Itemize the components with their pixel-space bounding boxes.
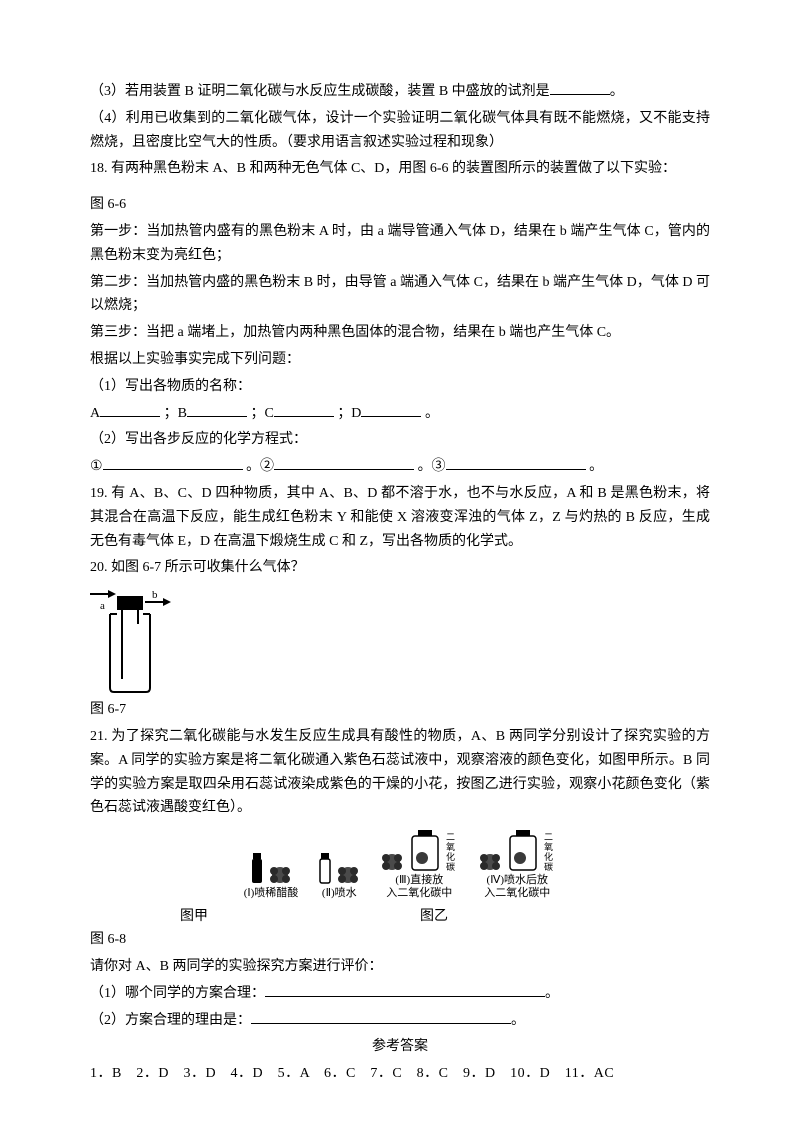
step-end: 根据以上实验事实完成下列问题： — [90, 348, 710, 372]
svg-text:碳: 碳 — [544, 861, 553, 872]
bottle-icon: a b — [90, 584, 180, 694]
jar-icon — [506, 830, 540, 872]
q3-text: （3）若用装置 B 证明二氧化碳与水反应生成碳酸，装置 B 中盛放的试剂是 — [90, 84, 550, 99]
q3-end: 。 — [610, 84, 624, 99]
cap4: (Ⅳ)喷水后放 入二氧化碳中 — [484, 874, 550, 900]
cap-b: 图乙 — [420, 905, 448, 929]
q18-1: （1）写出各物质的名称： — [90, 375, 710, 399]
q21: 21. 为了探究二氧化碳能与水发生反应生成具有酸性的物质，A、B 两同学分别设计… — [90, 725, 710, 820]
cap3: (Ⅲ)直接放 入二氧化碳中 — [386, 874, 452, 900]
side-label: 二氧化碳 — [446, 830, 458, 872]
q18-2-blanks: ① 。② 。③ 。 — [90, 455, 710, 479]
svg-text:化: 化 — [544, 851, 553, 862]
eval-2-line: （2）方案合理的理由是： 。 — [90, 1009, 710, 1033]
flower-icon — [336, 865, 360, 885]
q4-text: （4）利用已收集到的二氧化碳气体，设计一个实验证明二氧化碳气体具有既不能燃烧，又… — [90, 107, 710, 155]
svg-text:氧: 氧 — [446, 841, 455, 852]
blank-eq3 — [446, 455, 586, 470]
label-b: ；B — [164, 406, 187, 421]
flower-icon — [268, 865, 292, 885]
spray-icon — [318, 851, 332, 885]
q20: 20. 如图 6-7 所示可收集什么气体？ — [90, 556, 710, 580]
suffix-3: 。 — [545, 986, 559, 1001]
suffix-1: 。 — [425, 406, 439, 421]
label-a: A — [90, 406, 100, 421]
eval-1: （1）哪个同学的方案合理： — [90, 986, 265, 1001]
q19: 19. 有 A、B、C、D 四种物质，其中 A、B、D 都不溶于水，也不与水反应… — [90, 482, 710, 553]
flower-icon — [478, 852, 502, 872]
label-c: ；C — [250, 406, 273, 421]
cap3b: 入二氧化碳中 — [386, 887, 452, 899]
svg-text:b: b — [152, 589, 158, 601]
svg-text:化: 化 — [446, 851, 455, 862]
fig2-item-4: 二氧化碳 (Ⅳ)喷水后放 入二氧化碳中 — [478, 830, 556, 900]
eval-2: （2）方案合理的理由是： — [90, 1013, 251, 1028]
blank-eval1 — [265, 982, 545, 997]
q18-1-blanks: A ；B ；C ；D 。 — [90, 402, 710, 426]
step1: 第一步：当加热管内盛有的黑色粉末 A 时，由 a 端导管通入气体 D，结果在 b… — [90, 220, 710, 268]
answers-title: 参考答案 — [90, 1035, 710, 1059]
blank-c — [274, 402, 334, 417]
blank-a — [100, 402, 160, 417]
fig2-row: (Ⅰ)喷稀醋酸 (Ⅱ)喷水 二氧化碳 (Ⅲ)直接放 入二氧化碳中 — [90, 830, 710, 900]
cap4a: (Ⅳ)喷水后放 — [487, 874, 548, 886]
blank-eq1 — [103, 455, 243, 470]
side-label: 二氧化碳 — [544, 830, 556, 872]
step2: 第二步：当加热管内盛的黑色粉末 B 时，由导管 a 端通入气体 C，结果在 b … — [90, 271, 710, 319]
blank-d — [361, 402, 421, 417]
q3-blank — [550, 80, 610, 95]
fig67-label: 图 6-7 — [90, 698, 710, 722]
suffix-4: 。 — [511, 1013, 525, 1028]
cap3a: (Ⅲ)直接放 — [395, 874, 443, 886]
step3: 第三步：当把 a 端堵上，加热管内两种黑色固体的混合物，结果在 b 端也产生气体… — [90, 321, 710, 345]
flower-icon — [380, 852, 404, 872]
fig2-item-1: (Ⅰ)喷稀醋酸 — [244, 851, 299, 900]
svg-text:a: a — [100, 600, 105, 612]
blank-b — [187, 402, 247, 417]
label-d: ；D — [337, 406, 361, 421]
jar-icon — [408, 830, 442, 872]
fig-caption-row: 图甲 图乙 — [90, 905, 710, 929]
fig68-label: 图 6-8 — [90, 928, 710, 952]
blank-eq2 — [274, 455, 414, 470]
fig66-label: 图 6-6 — [90, 193, 710, 217]
circ3: 。③ — [418, 459, 446, 474]
svg-text:氧: 氧 — [544, 841, 553, 852]
cap1: (Ⅰ)喷稀醋酸 — [244, 887, 299, 900]
blank-eval2 — [251, 1009, 511, 1024]
suffix-2: 。 — [589, 459, 603, 474]
cap-a: 图甲 — [180, 905, 420, 929]
svg-text:碳: 碳 — [446, 861, 455, 872]
svg-text:二: 二 — [446, 832, 455, 842]
q18-2: （2）写出各步反应的化学方程式： — [90, 428, 710, 452]
page: （3）若用装置 B 证明二氧化碳与水反应生成碳酸，装置 B 中盛放的试剂是。 （… — [0, 0, 800, 1129]
cap4b: 入二氧化碳中 — [484, 887, 550, 899]
eval-head: 请你对 A、B 两同学的实验探究方案进行评价： — [90, 955, 710, 979]
eval-1-line: （1）哪个同学的方案合理： 。 — [90, 982, 710, 1006]
circ2: 。② — [246, 459, 274, 474]
svg-text:二: 二 — [544, 832, 553, 842]
answers-line: 1．B 2．D 3．D 4．D 5．A 6．C 7．C 8．C 9．D 10．D… — [90, 1062, 710, 1086]
q18-head: 18. 有两种黑色粉末 A、B 和两种无色气体 C、D，用图 6-6 的装置图所… — [90, 157, 710, 181]
fig2-item-2: (Ⅱ)喷水 — [318, 851, 360, 900]
circ1: ① — [90, 459, 103, 474]
cap2: (Ⅱ)喷水 — [322, 887, 357, 900]
fig-bottle: a b — [90, 584, 710, 694]
spray-icon — [250, 851, 264, 885]
fig2-item-3: 二氧化碳 (Ⅲ)直接放 入二氧化碳中 — [380, 830, 458, 900]
q3-line: （3）若用装置 B 证明二氧化碳与水反应生成碳酸，装置 B 中盛放的试剂是 。 — [90, 80, 710, 104]
